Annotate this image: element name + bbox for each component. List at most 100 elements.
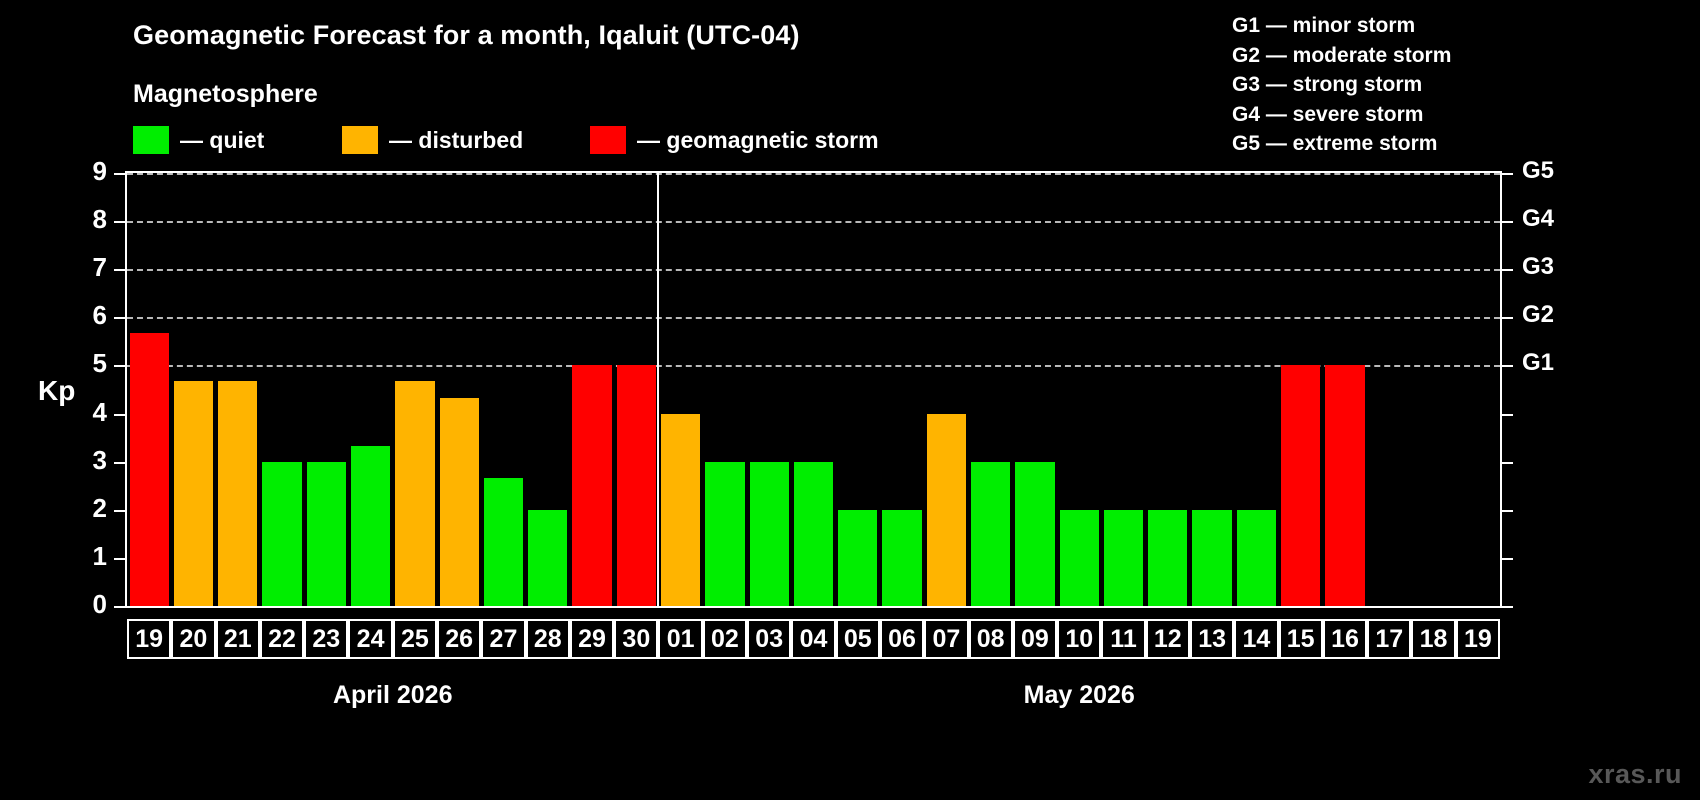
day-label-18: 07 — [924, 619, 969, 659]
day-label-24: 13 — [1189, 619, 1235, 659]
day-label-6: 25 — [392, 619, 438, 659]
bar-21 — [218, 381, 258, 606]
day-label-29: 18 — [1411, 619, 1456, 659]
page-title: Geomagnetic Forecast for a month, Iqalui… — [133, 20, 800, 50]
bar-04 — [793, 461, 834, 606]
bar-25 — [395, 381, 435, 606]
day-label-23: 12 — [1145, 619, 1190, 659]
bar-27 — [483, 477, 524, 606]
day-label-26: 15 — [1278, 619, 1323, 659]
month-label-april: April 2026 — [332, 681, 453, 709]
y-tick-mark-1 — [114, 557, 125, 560]
bar-29 — [572, 365, 612, 606]
day-label-20: 09 — [1012, 619, 1058, 659]
y-tick-mark-4 — [114, 413, 125, 416]
bar-26 — [439, 397, 479, 606]
day-label-3: 22 — [259, 619, 305, 659]
day-label-17: 06 — [879, 619, 925, 659]
day-label-30: 19 — [1455, 619, 1500, 659]
y-tick-label-1: 1 — [92, 540, 107, 571]
y-tick-mark-8 — [114, 221, 125, 224]
gridline-kp-5 — [127, 365, 1500, 368]
y-tick-label-3: 3 — [92, 444, 107, 475]
bar-19 — [129, 333, 169, 606]
gridline-kp-8 — [127, 221, 1500, 224]
storm-scale-row-g5: G5 — extreme storm — [1232, 132, 1438, 155]
gridline-kp-6 — [127, 317, 1500, 320]
y-tick-mark-3 — [114, 461, 125, 464]
bar-03 — [749, 461, 789, 606]
bar-23 — [306, 461, 346, 606]
bar-14 — [1236, 509, 1277, 606]
legend-item-geomagneticstorm: — geomagnetic storm — [590, 126, 879, 154]
y-tick-label-4: 4 — [92, 396, 107, 427]
legend-label: — geomagnetic storm — [637, 126, 879, 153]
day-label-9: 28 — [525, 619, 570, 659]
y-tick-label-7: 7 — [92, 252, 107, 283]
legend-item-quiet: — quiet — [133, 126, 264, 154]
y-tick-label-8: 8 — [92, 204, 107, 235]
day-label-10: 29 — [569, 619, 615, 659]
bar-11 — [1103, 509, 1144, 606]
bar-24 — [350, 445, 391, 606]
plot-inner — [127, 173, 1500, 606]
bar-01 — [660, 413, 701, 606]
day-label-27: 16 — [1322, 619, 1368, 659]
y-tick-mark-6 — [114, 317, 125, 320]
bar-02 — [705, 461, 745, 606]
y-tick-mark-right-2 — [1502, 509, 1513, 512]
day-label-5: 24 — [348, 619, 393, 659]
legend-label: — quiet — [180, 126, 265, 153]
day-label-16: 05 — [835, 619, 880, 659]
day-label-22: 11 — [1101, 619, 1146, 659]
day-label-12: 01 — [658, 619, 703, 659]
g-label-g4: G4 — [1522, 205, 1555, 233]
y-tick-mark-5 — [114, 365, 125, 368]
g-label-g5: G5 — [1522, 157, 1555, 184]
legend-label: — disturbed — [389, 126, 524, 153]
y-tick-label-2: 2 — [92, 492, 107, 523]
bar-10 — [1059, 509, 1099, 606]
day-label-19: 08 — [968, 619, 1013, 659]
storm-scale-row-g2: G2 — moderate storm — [1232, 43, 1452, 67]
bar-12 — [1148, 509, 1188, 606]
month-label-may: May 2026 — [1023, 681, 1135, 709]
bar-20 — [173, 381, 214, 606]
month-divider — [657, 173, 660, 606]
y-tick-mark-7 — [114, 269, 125, 272]
y-tick-mark-right-7 — [1502, 269, 1513, 272]
day-label-28: 17 — [1367, 619, 1412, 659]
y-tick-mark-right-0 — [1502, 606, 1513, 608]
y-tick-label-6: 6 — [92, 300, 107, 331]
y-tick-mark-2 — [114, 509, 125, 512]
g-label-g2: G2 — [1522, 301, 1555, 329]
bar-06 — [882, 509, 922, 606]
g-label-g1: G1 — [1522, 349, 1555, 377]
y-tick-label-9: 9 — [92, 156, 107, 186]
y-tick-mark-right-8 — [1502, 221, 1513, 224]
day-label-14: 03 — [747, 619, 792, 659]
y-tick-mark-right-9 — [1502, 173, 1513, 175]
storm-scale-row-g3: G3 — strong storm — [1232, 73, 1423, 96]
y-tick-mark-9 — [114, 173, 125, 175]
bar-30 — [616, 365, 656, 606]
y-tick-mark-right-1 — [1502, 557, 1513, 560]
g-label-g3: G3 — [1522, 253, 1555, 281]
bar-08 — [971, 461, 1011, 606]
legend-swatch-icon — [590, 126, 626, 154]
day-label-2: 21 — [215, 619, 260, 659]
bar-16 — [1325, 365, 1365, 606]
storm-scale-row-g1: G1 — minor storm — [1232, 14, 1416, 37]
bar-22 — [262, 461, 302, 606]
gridline-kp-9 — [127, 173, 1500, 175]
y-tick-label-0: 0 — [92, 589, 107, 619]
day-label-8: 27 — [481, 619, 526, 659]
y-tick-label-5: 5 — [92, 348, 107, 379]
bar-07 — [926, 413, 966, 606]
day-label-7: 26 — [437, 619, 482, 659]
day-label-4: 23 — [304, 619, 349, 659]
y-tick-mark-right-6 — [1502, 317, 1513, 320]
storm-scale-row-g4: G4 — severe storm — [1232, 102, 1424, 126]
gridline-kp-7 — [127, 269, 1500, 272]
